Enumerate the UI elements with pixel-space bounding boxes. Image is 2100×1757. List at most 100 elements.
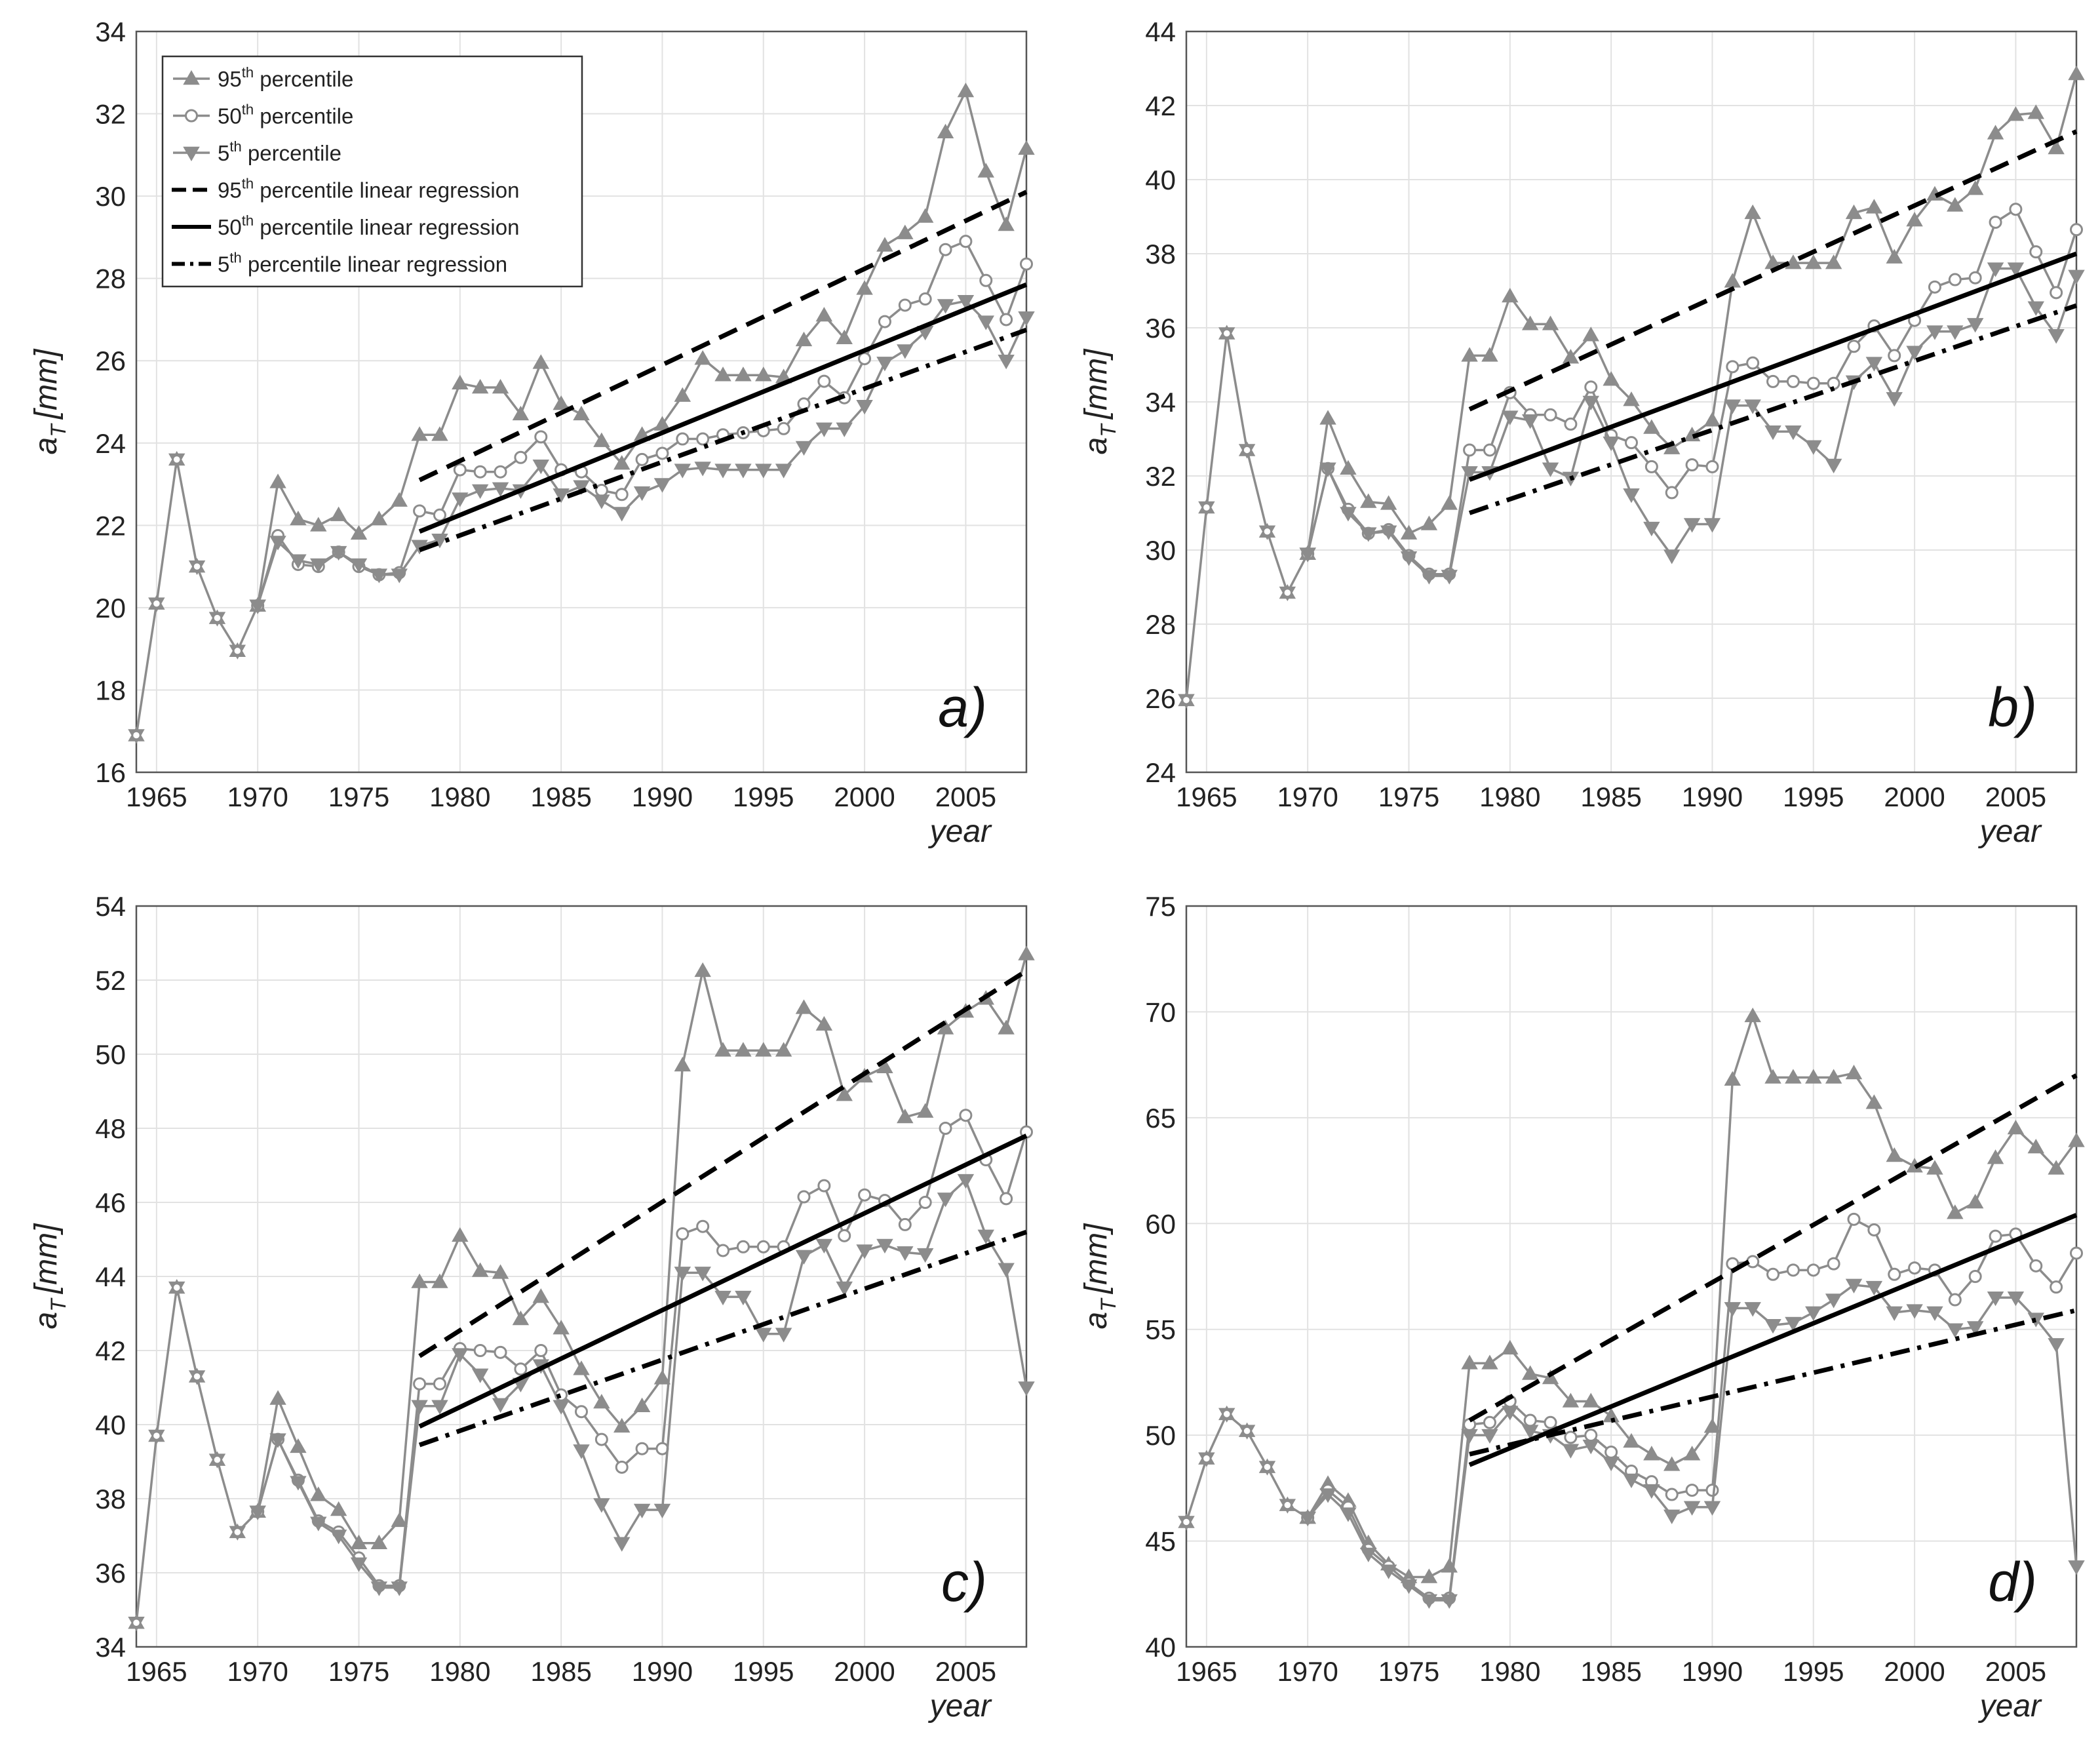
series-95th-marker <box>795 331 813 347</box>
series-95th-marker <box>775 1042 792 1057</box>
series-95th-marker <box>1562 349 1580 364</box>
series-5th-marker <box>1724 399 1741 414</box>
x-tick-label: 2000 <box>1884 1656 1945 1687</box>
series-5th-marker <box>977 315 994 330</box>
series-5th-marker <box>1299 547 1316 563</box>
series-95th-marker <box>714 366 731 382</box>
series-5th-marker <box>1502 1406 1519 1421</box>
y-axis-label: aT[mm] <box>1079 1223 1120 1330</box>
series-5th-marker <box>633 1503 651 1518</box>
series-5th-marker <box>2027 301 2044 316</box>
series-5th-marker <box>755 464 772 479</box>
y-tick-label: 40 <box>1145 1632 1176 1663</box>
series-95th-marker <box>471 379 489 394</box>
series-50th-marker <box>1968 1270 1982 1283</box>
series-50th-marker <box>615 488 629 502</box>
series-95th-marker <box>1987 1149 2004 1164</box>
series-5th-marker <box>613 507 631 522</box>
series-95th-marker <box>836 329 853 344</box>
series-5th-marker <box>1603 1456 1620 1472</box>
series-95th-marker <box>1966 180 1984 195</box>
series-50th-marker <box>1989 215 2002 229</box>
series-5th-marker <box>2068 1560 2085 1575</box>
series-95th-marker <box>452 374 469 389</box>
panel-label: a) <box>938 677 987 738</box>
y-tick-label: 42 <box>95 1335 126 1366</box>
series-5th-marker <box>269 1433 286 1448</box>
series-5th-marker <box>897 1246 914 1261</box>
series-95th-marker <box>1461 347 1478 362</box>
series-5th-marker <box>1825 1293 1842 1309</box>
series-50th-marker <box>615 1460 629 1474</box>
series-5th-marker <box>775 464 792 479</box>
regression-5th <box>1468 303 2078 515</box>
series-95th-marker <box>815 307 833 322</box>
series-50th-marker <box>1644 460 1658 473</box>
series-50th-marker <box>1584 380 1598 394</box>
series-50th-marker <box>2009 203 2023 216</box>
legend-label: 5th percentile linear regression <box>218 250 507 277</box>
series-5th-marker <box>290 554 307 569</box>
plot-frame <box>135 905 1028 1648</box>
x-tick-label: 1995 <box>1783 1656 1844 1687</box>
legend-swatch-marker <box>185 109 198 123</box>
series-5th-marker <box>532 460 549 475</box>
series-5th-marker <box>1380 1564 1397 1579</box>
series-95th-marker <box>330 1501 347 1516</box>
series-50th-marker <box>1665 1488 1679 1501</box>
y-tick-label: 20 <box>95 593 126 623</box>
series-50th-marker <box>1685 1484 1699 1497</box>
series-50th-marker <box>1604 1445 1618 1459</box>
y-tick-label: 54 <box>95 891 126 922</box>
regression-50th <box>418 1134 1028 1429</box>
series-95th-marker <box>916 1103 934 1118</box>
series-5th-marker <box>1340 507 1357 522</box>
x-tick-label: 1975 <box>328 1656 389 1687</box>
series-95th-marker <box>370 1534 388 1550</box>
series-95th-marker <box>290 1438 307 1453</box>
series-5th-marker <box>1461 466 1478 481</box>
series-5th-marker <box>2048 329 2065 344</box>
series-95th-marker <box>613 1417 631 1433</box>
x-tick-label: 1975 <box>328 781 389 812</box>
series-50th-marker <box>1746 1255 1760 1269</box>
series-95th-marker <box>1461 1354 1478 1370</box>
series-95th-marker <box>1562 1392 1580 1408</box>
series-5th-marker <box>755 1328 772 1343</box>
series-50th-marker <box>433 1377 446 1391</box>
series-95th-marker <box>1825 1069 1842 1084</box>
y-tick-label: 18 <box>95 675 126 705</box>
series-50th-marker <box>2070 223 2083 237</box>
series-95th-marker <box>1521 315 1539 330</box>
series-95th-marker <box>1582 326 1599 342</box>
series-95th-marker <box>1805 1069 1822 1084</box>
series-50th-marker <box>594 1432 608 1446</box>
series-95th-marker <box>492 379 509 394</box>
series-5th-marker <box>1906 1304 1923 1319</box>
series-95th-marker <box>1623 1432 1640 1448</box>
series-50th-marker <box>575 1405 588 1419</box>
series-95th-marker <box>330 506 347 521</box>
series-95th-marker <box>553 395 570 410</box>
y-tick-label: 26 <box>95 345 126 376</box>
series-95th-marker <box>937 123 954 139</box>
series-50th-marker <box>1867 1223 1881 1236</box>
early-marker-50th <box>151 1431 162 1441</box>
series-95th-marker <box>1643 419 1660 434</box>
series-95th-marker <box>1542 315 1559 330</box>
series-95th-marker <box>1825 254 1842 269</box>
y-tick-label: 30 <box>95 181 126 212</box>
series-5th-marker <box>1805 440 1822 455</box>
series-95th-marker <box>593 1394 610 1409</box>
series-50th-marker <box>1523 1413 1537 1427</box>
series-5th-marker <box>492 482 509 497</box>
y-tick-label: 50 <box>1145 1420 1176 1451</box>
series-95th-marker <box>1744 204 1761 220</box>
series-50th-marker <box>898 298 912 312</box>
series-50th-marker <box>494 465 507 479</box>
series-95th-marker <box>593 432 610 447</box>
series-5th-marker <box>1643 521 1660 537</box>
series-95th-marker <box>957 83 975 98</box>
legend-label: 95th percentile linear regression <box>218 176 519 203</box>
series-5th-marker <box>856 1244 873 1259</box>
